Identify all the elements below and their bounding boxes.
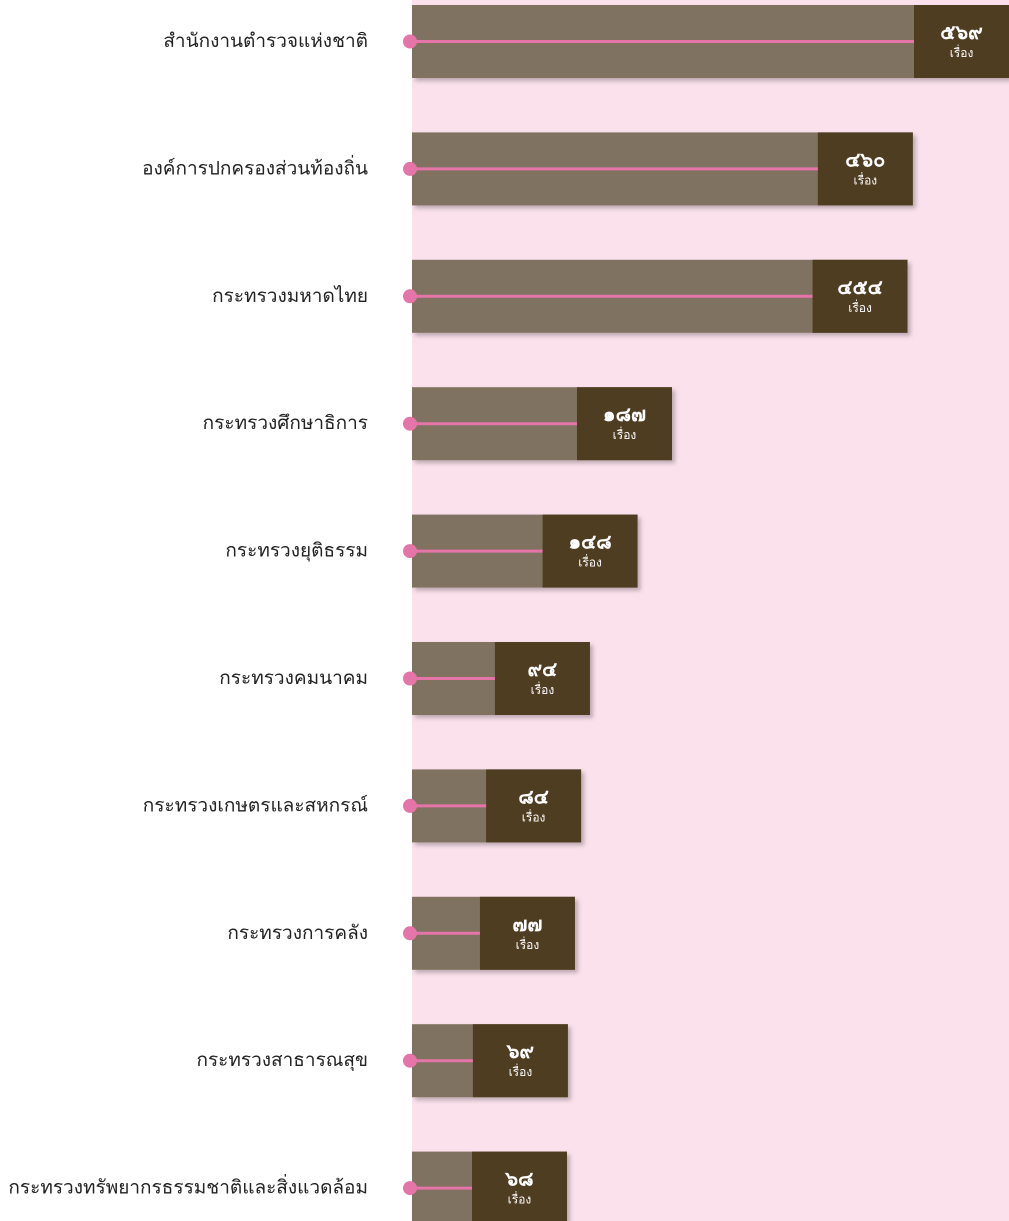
value-unit: เรื่อง bbox=[531, 681, 555, 697]
category-label: กระทรวงคมนาคม bbox=[219, 667, 368, 689]
value-box bbox=[812, 259, 908, 333]
bar-dot bbox=[403, 926, 417, 941]
value-label: ๑๘๗ bbox=[603, 402, 646, 426]
value-unit: เรื่อง bbox=[516, 936, 540, 952]
value-box bbox=[817, 132, 913, 206]
value-unit: เรื่อง bbox=[848, 299, 872, 315]
category-label: กระทรวงมหาดไทย bbox=[212, 285, 368, 307]
value-unit: เรื่อง bbox=[854, 171, 878, 187]
value-unit: เรื่อง bbox=[508, 1191, 532, 1207]
value-label: ๕๖๙ bbox=[940, 20, 983, 44]
value-box bbox=[494, 642, 590, 715]
category-label: กระทรวงศึกษาธิการ bbox=[203, 412, 368, 434]
value-label: ๔๖๐ bbox=[845, 147, 885, 171]
value-unit: เรื่อง bbox=[613, 426, 637, 442]
value-box bbox=[471, 1151, 567, 1221]
value-box bbox=[472, 1024, 568, 1098]
category-label: สำนักงานตำรวจแห่งชาติ bbox=[163, 30, 368, 52]
bar-dot bbox=[403, 671, 417, 686]
category-label: องค์การปกครองส่วนท้องถิ่น bbox=[142, 154, 368, 179]
value-label: ๖๙ bbox=[506, 1039, 535, 1063]
value-unit: เรื่อง bbox=[578, 554, 602, 570]
value-box bbox=[486, 769, 582, 843]
value-label: ๖๘ bbox=[504, 1167, 533, 1191]
value-box bbox=[542, 514, 638, 588]
value-label: ๘๔ bbox=[518, 784, 549, 808]
bar-dot bbox=[403, 798, 417, 813]
value-unit: เรื่อง bbox=[509, 1063, 533, 1079]
value-unit: เรื่อง bbox=[950, 44, 974, 60]
category-label: กระทรวงเกษตรและสหกรณ์ bbox=[143, 794, 368, 816]
value-box bbox=[914, 5, 1009, 78]
bar-dot bbox=[403, 289, 417, 304]
bar-dot bbox=[403, 544, 417, 559]
bar-dot bbox=[403, 1053, 417, 1068]
category-label: กระทรวงยุติธรรม bbox=[225, 540, 368, 563]
value-label: ๗๗ bbox=[512, 912, 542, 936]
value-label: ๙๔ bbox=[528, 657, 558, 681]
category-label: กระทรวงการคลัง bbox=[227, 922, 368, 944]
bar-dot bbox=[403, 1181, 417, 1196]
bar-dot bbox=[403, 161, 417, 176]
value-label: ๑๔๘ bbox=[568, 530, 611, 554]
bar-dot bbox=[403, 416, 417, 431]
value-box bbox=[479, 896, 575, 970]
value-unit: เรื่อง bbox=[522, 808, 546, 824]
value-box bbox=[576, 387, 672, 461]
category-label: กระทรวงสาธารณสุข bbox=[196, 1049, 368, 1072]
value-label: ๔๕๔ bbox=[837, 275, 882, 299]
category-label: กระทรวงทรัพยากรธรรมชาติและสิ่งแวดล้อม bbox=[8, 1174, 368, 1199]
bar-dot bbox=[403, 34, 417, 49]
